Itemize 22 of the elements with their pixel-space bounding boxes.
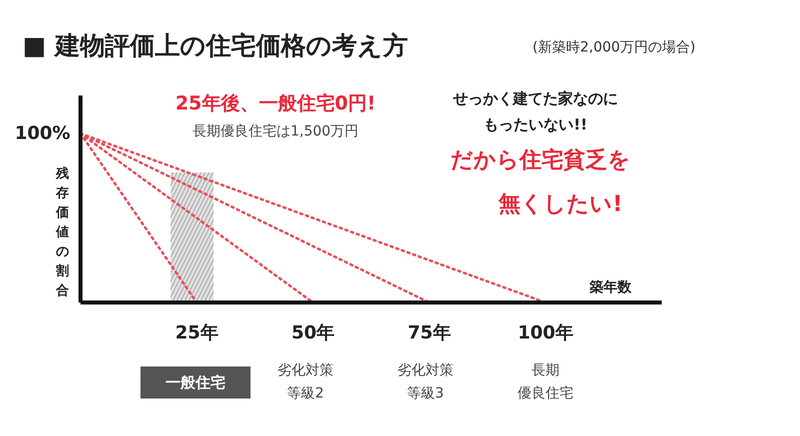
text: 100%	[14, 123, 70, 144]
text: 優良住宅	[518, 386, 574, 402]
text: 長期	[532, 362, 560, 378]
text: 一般住宅	[166, 374, 226, 392]
text: 25年後、一般住宅0円!	[175, 92, 376, 114]
x-tick-label: 50年	[291, 322, 335, 344]
text: 等級3	[407, 386, 444, 402]
annotation: 無くしたい!	[497, 192, 623, 217]
chart-subtitle: (新築時2,000万円の場合)	[532, 40, 696, 56]
annotation: だから住宅貧乏を	[450, 147, 630, 173]
x-tick-label: 75年	[408, 322, 451, 344]
text: せっかく建てた家なのに	[452, 90, 618, 108]
text: 劣化対策	[278, 362, 334, 378]
annotation: 長期優良住宅は1,500万円	[192, 124, 359, 140]
y-axis-title: 残存価値の割合	[55, 166, 69, 298]
annotation: もったいない!!	[484, 116, 588, 134]
text: 劣化対策	[398, 362, 454, 378]
x-tick-label: 100年	[518, 322, 574, 344]
x-tick-label: 25年	[175, 322, 218, 344]
chart-title: ■ 建物評価上の住宅価格の考え方	[22, 31, 408, 60]
text: 等級2	[287, 386, 324, 402]
x-axis-title: 築年数	[588, 280, 632, 296]
